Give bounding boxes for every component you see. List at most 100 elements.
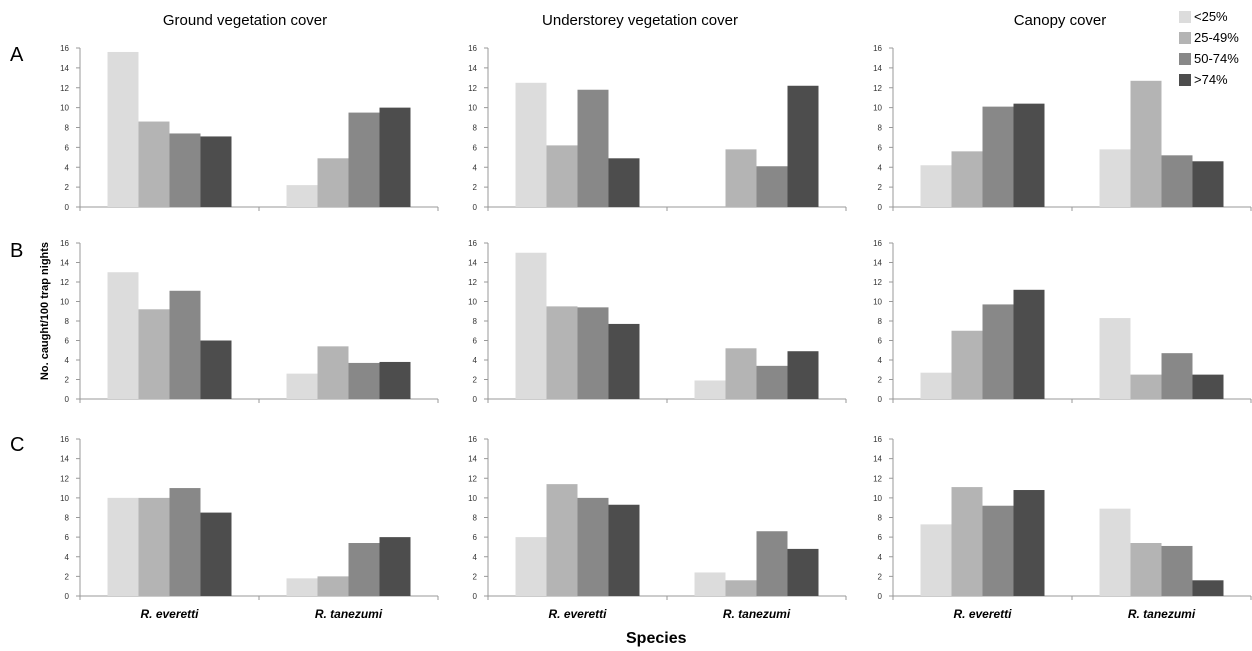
bar	[982, 505, 1014, 596]
category-label: R. everetti	[548, 607, 607, 621]
y-tick-label: 0	[878, 395, 883, 404]
bar	[515, 537, 547, 596]
category-label: R. tanezumi	[723, 607, 791, 621]
row-label-c: C	[10, 434, 25, 456]
y-tick-label: 2	[878, 183, 883, 192]
y-tick-label: 0	[878, 592, 883, 601]
y-tick-label: 8	[473, 514, 478, 523]
bar	[1099, 149, 1131, 207]
bar	[200, 340, 232, 399]
bar	[982, 304, 1014, 399]
y-tick-label: 8	[65, 514, 70, 523]
y-tick-label: 12	[873, 474, 882, 483]
y-tick-label: 2	[65, 572, 70, 581]
y-tick-label: 4	[65, 163, 70, 172]
legend-label: 25-49%	[1194, 30, 1239, 45]
bar	[1013, 289, 1045, 399]
y-tick-label: 0	[473, 395, 478, 404]
bar	[756, 166, 788, 207]
legend-swatch	[1179, 10, 1191, 23]
bar	[756, 531, 788, 596]
legend-swatch	[1179, 73, 1191, 86]
y-tick-label: 16	[873, 435, 882, 444]
bar	[608, 158, 640, 207]
y-tick-label: 12	[468, 474, 477, 483]
bar	[169, 290, 201, 399]
bar	[348, 112, 380, 207]
bar	[169, 133, 201, 207]
y-tick-label: 8	[878, 317, 883, 326]
y-tick-label: 4	[65, 356, 70, 365]
legend-item: 25-49%	[1179, 27, 1239, 48]
y-tick-label: 8	[473, 124, 478, 133]
y-tick-label: 10	[468, 104, 477, 113]
y-tick-label: 12	[468, 278, 477, 287]
bar	[317, 158, 349, 207]
bar	[107, 272, 139, 399]
y-tick-label: 4	[65, 553, 70, 562]
y-tick-label: 6	[65, 337, 70, 346]
y-tick-label: 6	[878, 143, 883, 152]
bar	[920, 372, 952, 399]
y-tick-label: 16	[60, 44, 69, 53]
y-tick-label: 2	[878, 572, 883, 581]
y-tick-label: 12	[468, 84, 477, 93]
bar	[1192, 580, 1224, 596]
y-tick-label: 14	[873, 455, 882, 464]
y-tick-label: 14	[468, 455, 477, 464]
bar	[169, 488, 201, 596]
bar	[107, 51, 139, 207]
bar	[577, 307, 609, 399]
y-tick-label: 2	[473, 183, 478, 192]
bar	[379, 361, 411, 399]
legend-item: <25%	[1179, 6, 1239, 27]
bar-panel: 0 2 4 6 8 10 12 14 16	[60, 44, 439, 212]
bar	[1161, 353, 1193, 399]
bar	[200, 512, 232, 596]
bar	[577, 497, 609, 596]
column-title-ground: Ground vegetation cover	[162, 12, 328, 29]
bar	[379, 107, 411, 207]
y-tick-label: 4	[473, 356, 478, 365]
category-label: R. everetti	[140, 607, 199, 621]
bar	[1130, 80, 1162, 207]
bar	[1161, 155, 1193, 207]
bar	[138, 121, 170, 207]
bar	[725, 149, 757, 207]
legend-item: >74%	[1179, 69, 1239, 90]
legend-swatch	[1179, 31, 1191, 44]
bar	[107, 497, 139, 596]
y-tick-label: 14	[60, 259, 69, 268]
y-tick-label: 8	[65, 124, 70, 133]
bar	[1013, 490, 1045, 596]
y-tick-label: 16	[468, 44, 477, 53]
bar-panel: 0 2 4 6 8 10 12 14 16	[873, 44, 1252, 212]
legend-label: >74%	[1194, 72, 1228, 87]
y-tick-label: 2	[65, 183, 70, 192]
legend-swatch	[1179, 52, 1191, 65]
bar-panel: 0 2 4 6 8 10 12 14 16	[468, 239, 847, 404]
bar	[515, 252, 547, 399]
y-tick-label: 12	[873, 84, 882, 93]
y-tick-label: 0	[65, 395, 70, 404]
legend-item: 50-74%	[1179, 48, 1239, 69]
y-tick-label: 16	[60, 239, 69, 248]
legend-label: 50-74%	[1194, 51, 1239, 66]
bar	[608, 504, 640, 596]
y-tick-label: 6	[65, 143, 70, 152]
bar	[515, 82, 547, 207]
y-tick-label: 10	[60, 298, 69, 307]
y-tick-label: 16	[60, 435, 69, 444]
bar-panel: 0 2 4 6 8 10 12 14 16	[468, 44, 847, 212]
bar	[1192, 161, 1224, 207]
y-tick-label: 4	[878, 356, 883, 365]
y-tick-label: 8	[473, 317, 478, 326]
bar	[546, 145, 578, 207]
y-tick-label: 14	[468, 259, 477, 268]
y-tick-label: 10	[60, 494, 69, 503]
legend-label: <25%	[1194, 9, 1228, 24]
y-tick-label: 6	[65, 533, 70, 542]
bar	[1161, 545, 1193, 596]
